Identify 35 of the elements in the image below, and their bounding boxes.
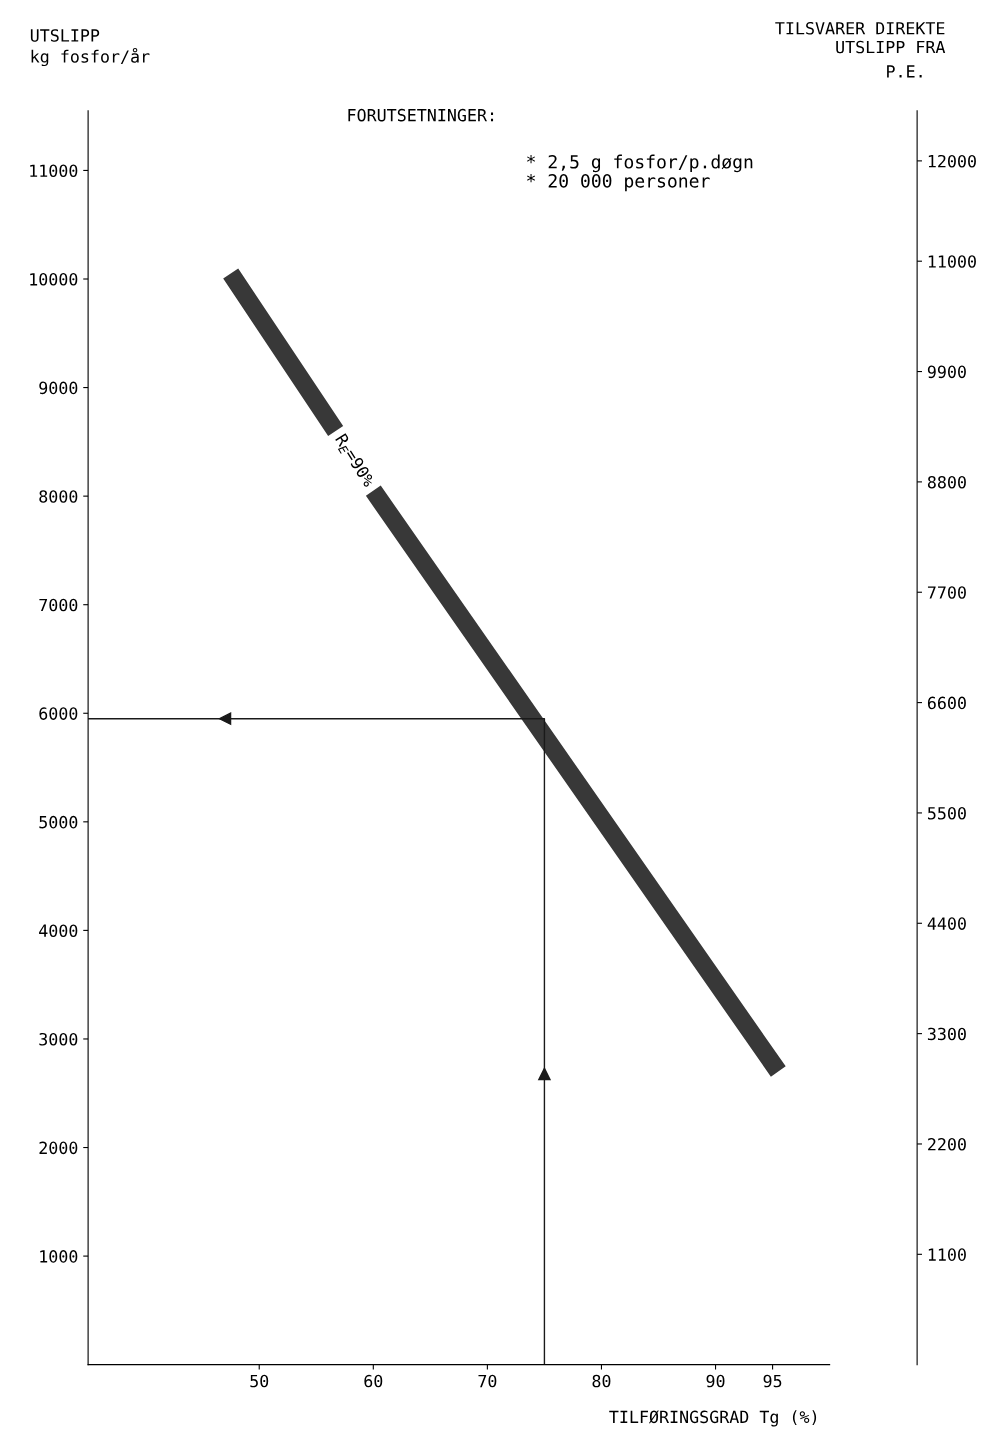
y-axis-title: UTSLIPP kg fosfor/år [30,29,150,67]
y-tick-label: 1000 [40,1250,78,1263]
y2-tick-label: 4400 [927,917,966,930]
y2-axis-title: P.E. [887,65,922,78]
y2-tick-label: 9900 [927,365,966,379]
y2-tick-label: 11000 [928,255,976,268]
y-tick-label: 6000 [39,707,78,720]
y2-tick-label: 12000 [928,154,976,168]
y-tick-label: 8000 [39,490,78,503]
x-tick-label: 95 [763,1374,782,1388]
x-tick-label: 50 [250,1374,269,1388]
x-tick-label: 80 [592,1374,611,1388]
y2-tick-label: 6600 [927,696,966,710]
text: R$_{E}$=90% [332,433,376,490]
y2-tick-label: 7700 [927,586,966,599]
y-tick-label: 10000 [30,273,78,286]
y2-tick-label: 1100 [928,1248,966,1261]
y-tick-label: 2000 [39,1141,78,1155]
y-tick-label: 11000 [30,164,78,178]
text: TILSVARER DIREKTE UTSLIPP FRA [775,21,946,54]
x-tick-label: 90 [706,1374,725,1388]
y2-tick-label: 5500 [928,806,966,820]
y-tick-label: 5000 [39,815,78,829]
y2-tick-label: 3300 [927,1027,966,1041]
chart-title: FORUTSETNINGER: [348,108,494,122]
x-tick-label: 70 [478,1374,497,1388]
x-tick-label: 60 [364,1374,383,1388]
x-axis-title: TILFØRINGSGRAD Tg (%) [609,1410,817,1427]
y-tick-label: 3000 [39,1032,78,1046]
y2-tick-label: 8800 [927,475,966,489]
y-tick-label: 4000 [39,924,78,938]
y-tick-label: 7000 [39,598,78,612]
y-tick-label: 9000 [39,381,78,395]
y2-tick-label: 2200 [928,1137,966,1151]
annotation: * 2,5 g fosfor/p.døgn * 20 000 personer [527,154,753,192]
